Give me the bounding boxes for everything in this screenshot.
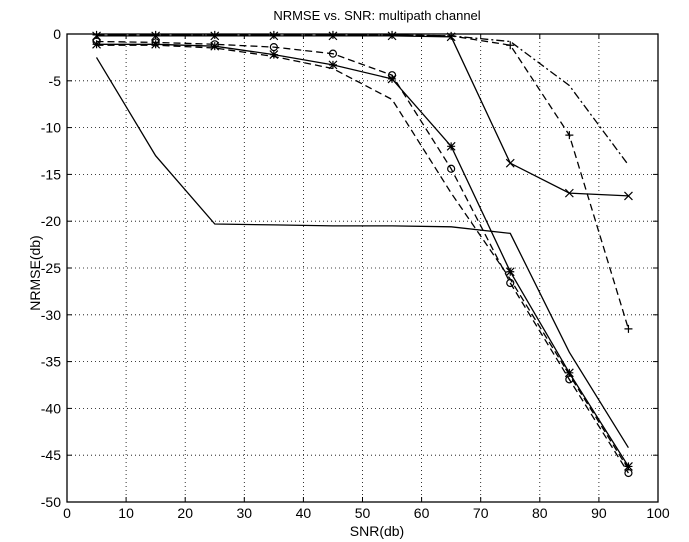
data-point <box>624 462 633 471</box>
x-tick-label: 60 <box>414 505 430 521</box>
y-tick-label: -45 <box>41 447 61 463</box>
x-tick-label: 30 <box>237 505 253 521</box>
data-point <box>387 71 397 80</box>
series-7 <box>96 34 629 166</box>
y-tick-label: -50 <box>41 494 61 510</box>
y-tick-label: -25 <box>41 260 61 276</box>
y-tick-label: -40 <box>41 400 61 416</box>
data-point <box>269 50 279 60</box>
data-point <box>624 324 633 333</box>
series-line <box>96 34 629 166</box>
series-line <box>96 44 629 470</box>
chart-title: NRMSE vs. SNR: multipath channel <box>273 8 480 23</box>
data-point <box>328 49 338 58</box>
data-point <box>505 267 515 277</box>
grid-lines <box>67 34 658 502</box>
y-tick-label: 0 <box>53 26 61 42</box>
data-point <box>210 41 220 51</box>
data-point <box>210 40 219 49</box>
series-3 <box>92 39 633 471</box>
x-tick-label: 90 <box>591 505 607 521</box>
series-line <box>96 43 629 467</box>
series-6 <box>92 30 633 333</box>
x-tick-label: 50 <box>355 505 371 521</box>
y-axis-label: NRMSE(db) <box>27 235 43 310</box>
series-line <box>95 57 629 449</box>
data-point <box>565 131 574 140</box>
data-point <box>446 141 456 151</box>
data-point <box>505 158 515 168</box>
y-tick-label: -30 <box>41 307 61 323</box>
data-point <box>564 188 574 198</box>
y-tick-label: -35 <box>41 354 61 370</box>
y-tick-label: -20 <box>41 213 61 229</box>
series-line <box>96 40 629 474</box>
data-point <box>506 41 515 50</box>
series-group <box>92 30 633 478</box>
x-tick-label: 20 <box>177 505 193 521</box>
x-tick-label: 0 <box>63 505 71 521</box>
y-tick-label: -5 <box>49 73 62 89</box>
series-5 <box>96 44 629 470</box>
tick-group: 0 10 20 30 40 50 60 70 80 90 100 0 -5 -10 -15 -20 -25 -30… <box>41 26 670 521</box>
x-tick-label: 80 <box>532 505 548 521</box>
data-point <box>269 43 278 52</box>
x-tick-label: 100 <box>646 505 670 521</box>
x-axis-label: SNR(db) <box>350 523 404 539</box>
series-1 <box>95 57 629 449</box>
x-tick-label: 40 <box>296 505 312 521</box>
data-point <box>624 191 633 201</box>
series-line <box>96 35 629 197</box>
x-tick-label: 70 <box>473 505 489 521</box>
x-tick-label: 10 <box>118 505 134 521</box>
data-point <box>564 368 574 378</box>
y-tick-label: -15 <box>41 166 61 182</box>
data-point <box>624 468 633 478</box>
y-tick-label: -10 <box>41 120 61 136</box>
data-point <box>447 164 456 173</box>
data-point <box>151 39 161 49</box>
data-point <box>328 60 338 70</box>
data-point <box>92 39 101 49</box>
